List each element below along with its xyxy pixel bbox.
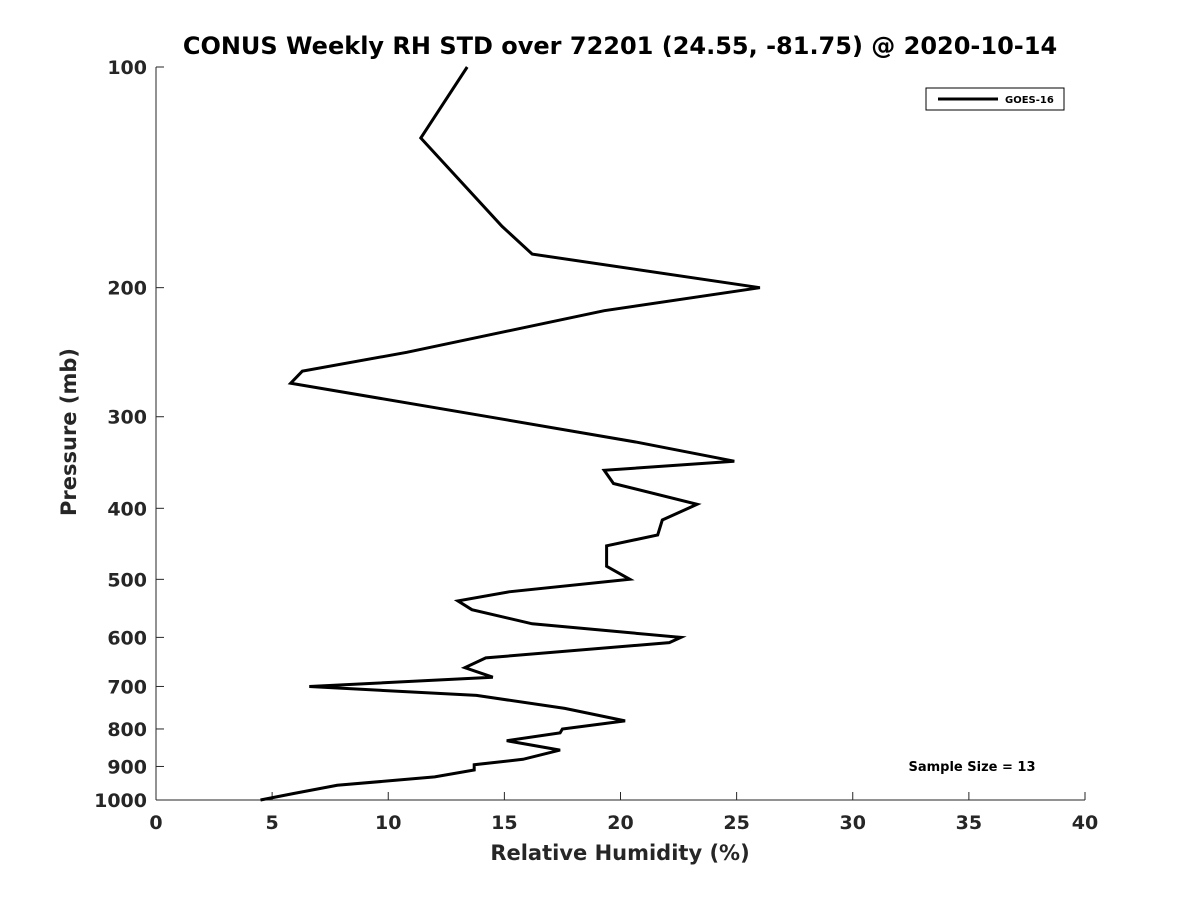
x-tick-label: 35 [956, 812, 982, 834]
x-tick-label: 0 [149, 812, 162, 834]
y-tick-label: 800 [107, 719, 147, 741]
legend-label: GOES-16 [1005, 95, 1054, 106]
chart-title: CONUS Weekly RH STD over 72201 (24.55, -… [183, 32, 1057, 60]
plot-area: 0 5 10 15 20 25 30 35 40 100 200 300 400 500 600 700 800… [94, 57, 1098, 834]
y-tick-label: 600 [107, 627, 147, 649]
y-tick-label: 700 [107, 676, 147, 698]
x-tick-label: 25 [723, 812, 749, 834]
x-tick-label: 40 [1072, 812, 1098, 834]
x-axis-label: Relative Humidity (%) [490, 841, 749, 865]
sample-size-annotation: Sample Size = 13 [908, 760, 1035, 775]
y-tick-label: 100 [107, 57, 147, 79]
x-tick-label: 15 [491, 812, 517, 834]
x-tick-label: 5 [266, 812, 279, 834]
x-tick-label: 30 [840, 812, 866, 834]
y-axis-label: Pressure (mb) [57, 348, 81, 516]
y-tick-label: 400 [107, 498, 147, 520]
legend: GOES-16 [925, 87, 1065, 111]
y-tick-label: 200 [107, 278, 147, 300]
x-tick-label: 10 [375, 812, 401, 834]
y-tick-label: 1000 [94, 790, 147, 812]
y-tick-label: 300 [107, 407, 147, 429]
series-line-goes-16 [260, 66, 761, 802]
y-tick-label: 900 [107, 756, 147, 778]
y-tick-label: 500 [107, 569, 147, 591]
x-tick-label: 20 [607, 812, 633, 834]
